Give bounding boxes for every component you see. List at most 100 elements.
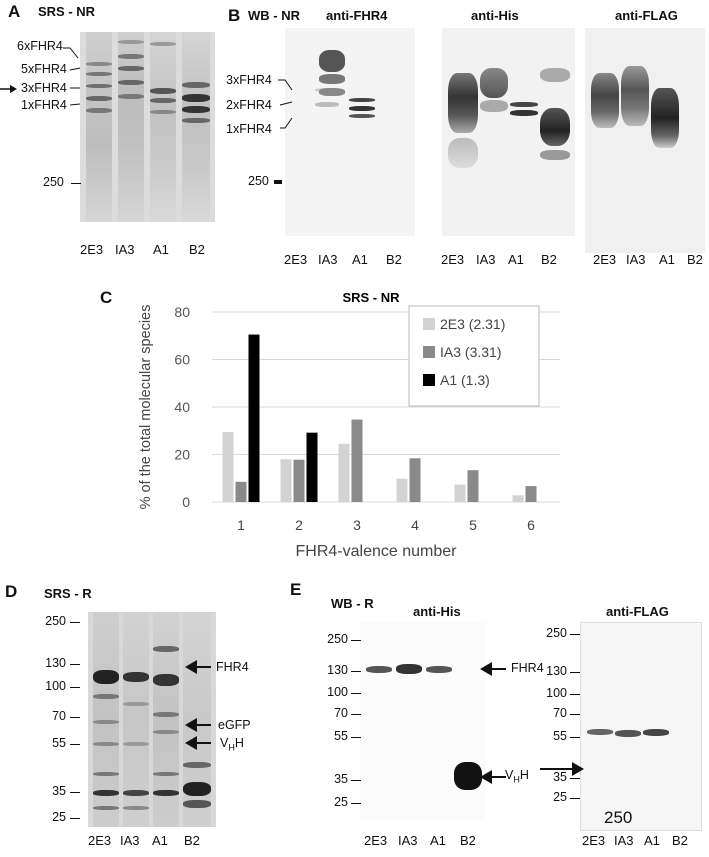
panel-a-letter: A: [8, 2, 21, 21]
bar-2E3-1: [222, 431, 234, 502]
blot-2-lane-2: IA3: [476, 252, 496, 267]
bar-A1-2: [306, 432, 318, 502]
panel-b-marker-dash: [274, 180, 282, 184]
panel-e-his-tick-70: [351, 714, 361, 715]
legend-label-1: IA3 (3.31): [440, 344, 501, 360]
panel-a-marker-tick: [71, 183, 81, 184]
blot-1-lane-1: 2E3: [284, 252, 308, 267]
panel-e-flag-tick-70: [570, 714, 580, 715]
vhh-sub: H: [228, 742, 235, 753]
panel-e-his-tick-100: [351, 693, 361, 694]
panel-e-his-marker-25: 25: [334, 795, 348, 809]
bar-2E3-4: [396, 478, 408, 502]
label-1xfhr4: 1xFHR4: [21, 98, 67, 112]
panel-a-lane-4: B2: [189, 242, 205, 257]
blot-1-lane-3: A1: [352, 252, 368, 267]
panel-d-fhr4-label: FHR4: [216, 660, 249, 674]
panel-e-his-lane-1: 2E3: [364, 833, 388, 848]
panel-e-his-lane-4: B2: [460, 833, 476, 848]
panel-e-his-marker-70: 70: [334, 706, 348, 720]
panel-d-arrows: [185, 660, 211, 750]
legend-swatch-1: [423, 346, 435, 358]
bar-IA3-2: [293, 459, 305, 502]
x-tick-1: 1: [237, 517, 245, 533]
blot-2-lane-3: A1: [508, 252, 524, 267]
panel-d-lane-3: A1: [152, 833, 168, 848]
blot-anti-his: [442, 28, 575, 236]
panel-e-his-title: anti-His: [413, 604, 461, 619]
y-tick-80: 80: [174, 304, 190, 320]
panel-d-tick-250: [70, 622, 80, 623]
panel-d-marker-25: 25: [52, 810, 66, 824]
label-b-3xfhr4: 3xFHR4: [226, 73, 272, 87]
panel-d-marker-100: 100: [45, 679, 66, 693]
panel-d-tick-35: [70, 792, 80, 793]
panel-e-flag-lane-3: A1: [644, 833, 660, 848]
chart-title: SRS - NR: [342, 290, 400, 305]
label-b-1xfhr4: 1xFHR4: [226, 122, 272, 136]
e-vhh-sub: H: [513, 774, 520, 785]
panel-e-his-blot: [360, 622, 485, 820]
panel-e-flag-arrow: [540, 762, 584, 776]
panel-e-his-marker-35: 35: [334, 772, 348, 786]
panel-d-tick-130: [70, 664, 80, 665]
blot-3-lane-1: 2E3: [593, 252, 617, 267]
panel-e-vhh-label: VHH: [505, 768, 529, 785]
valence-bar-chart: SRS - NR 0 20 40 60 80 % of the total molecula…: [138, 290, 560, 560]
legend-swatch-2: [423, 374, 435, 386]
panel-e-flag-lane-1: 2E3: [582, 833, 606, 848]
y-tick-40: 40: [174, 399, 190, 415]
vhh-h: H: [234, 736, 244, 750]
panel-a-lane-2: IA3: [115, 242, 135, 257]
panel-e-flag-tick-250: [570, 634, 580, 635]
panel-d-tick-70: [70, 717, 80, 718]
panel-d-letter: D: [5, 582, 18, 601]
panel-d-vhh-label: VHH: [220, 736, 244, 753]
x-tick-6: 6: [527, 517, 535, 533]
panel-e-his-lane-2: IA3: [398, 833, 418, 848]
blot-2-lane-1: 2E3: [441, 252, 465, 267]
panel-e-his-marker-130: 130: [327, 663, 348, 677]
blot-1-title: anti-FHR4: [326, 8, 388, 23]
panel-e-flag-marker-35: 35: [553, 770, 567, 784]
panel-e-flag-marker-130: 130: [546, 664, 567, 678]
panel-e-letter: E: [290, 580, 302, 599]
panel-d-marker-130: 130: [45, 656, 66, 670]
panel-e-flag-marker-70: 70: [553, 706, 567, 720]
panel-e-flag-lane-4: B2: [672, 833, 688, 848]
legend-label-2: A1 (1.3): [440, 372, 490, 388]
label-6xfhr4: 6xFHR4: [17, 39, 63, 53]
panel-e-his-arrows: [480, 662, 506, 784]
label-b-2xfhr4: 2xFHR4: [226, 98, 272, 112]
panel-d-tick-55: [70, 744, 80, 745]
panel-e-title: WB - R: [331, 596, 374, 611]
panel-e-his-marker-250: 250: [327, 632, 348, 646]
panel-b-title: WB - NR: [248, 8, 300, 23]
vhh-v: V: [220, 736, 229, 750]
blot-3-lane-4: B2: [687, 252, 703, 267]
x-tick-5: 5: [469, 517, 477, 533]
panel-e-his-marker-55: 55: [334, 729, 348, 743]
panel-e-flag-blot: [580, 622, 702, 831]
panel-d-marker-35: 35: [52, 784, 66, 798]
y-tick-60: 60: [174, 352, 190, 368]
x-axis-label: FHR4-valence number: [296, 543, 458, 560]
bar-IA3-1: [235, 481, 247, 502]
y-axis-label: % of the total molecular species: [138, 305, 154, 510]
panel-c-letter: C: [100, 288, 113, 307]
panel-b-letter: B: [228, 6, 241, 25]
panel-e-his-tick-25: [351, 803, 361, 804]
legend-label-0: 2E3 (2.31): [440, 316, 505, 332]
blot-3-lane-3: A1: [659, 252, 675, 267]
panel-e-flag-title: anti-FLAG: [606, 604, 669, 619]
e-vhh-h: H: [519, 768, 529, 782]
panel-e-flag-inner-label: 250: [604, 808, 633, 827]
panel-e-his-tick-55: [351, 737, 361, 738]
panel-e-fhr4-label: FHR4: [511, 661, 544, 675]
panel-e-flag-marker-100: 100: [546, 686, 567, 700]
e-vhh-v: V: [505, 768, 514, 782]
x-tick-2: 2: [295, 517, 303, 533]
bar-2E3-6: [512, 495, 524, 502]
panel-d-marker-70: 70: [52, 709, 66, 723]
panel-a-title: SRS - NR: [38, 4, 96, 19]
